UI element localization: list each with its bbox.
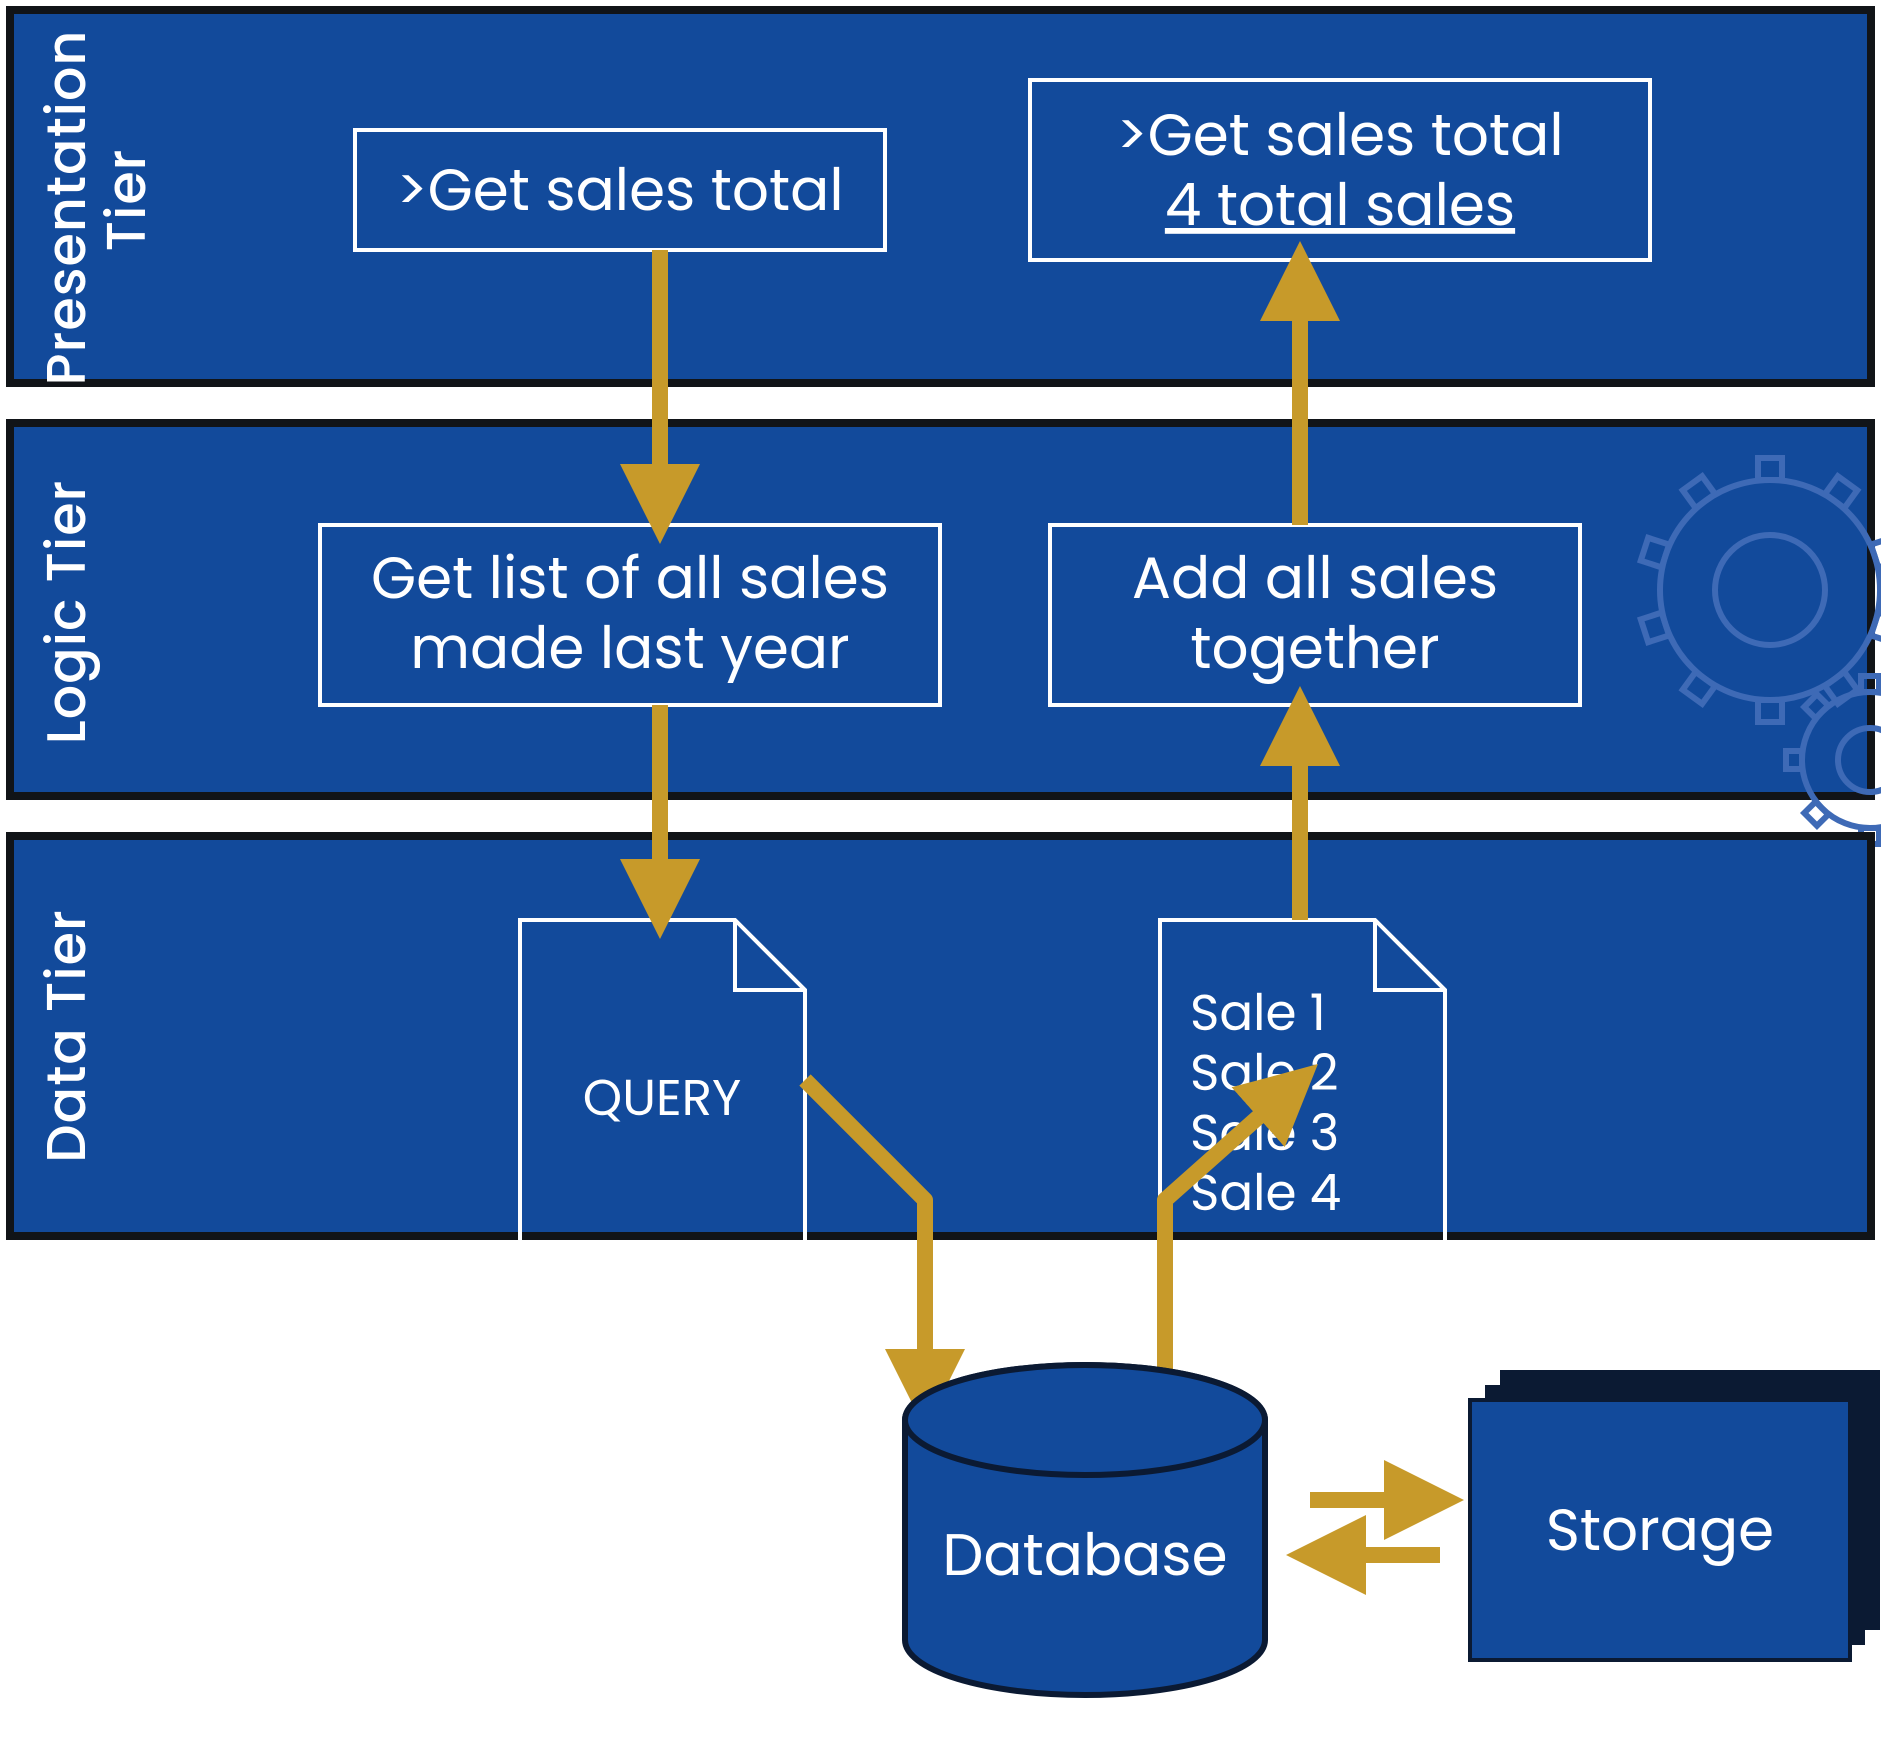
tier-logic: Logic Tier (10, 423, 1881, 844)
tier-label-logic: Logic Tier (28, 480, 104, 745)
svg-text:Data Tier: Data Tier (28, 909, 104, 1162)
logic-right-line1: Add all sales (1132, 538, 1498, 619)
database-icon: Database (905, 1365, 1265, 1695)
tier-data: Data Tier (10, 836, 1871, 1236)
presentation-output-line1: >Get sales total (1116, 95, 1563, 176)
logic-box-left: Get list of all sales made last year (320, 525, 940, 705)
tier-label-data: Data Tier (28, 909, 104, 1162)
query-document-label: QUERY (583, 1062, 741, 1133)
presentation-input-text: >Get sales total (396, 150, 843, 231)
storage-icon: Storage (1470, 1370, 1880, 1660)
logic-left-line2: made last year (410, 608, 849, 689)
three-tier-architecture-diagram: Presentation Tier Logic Tier (0, 0, 1881, 1756)
presentation-output-line2: 4 total sales (1165, 165, 1515, 246)
tier-presentation: Presentation Tier (10, 10, 1871, 385)
logic-left-line1: Get list of all sales (371, 538, 889, 619)
tier-label-presentation-line2: Tier (88, 149, 164, 252)
logic-right-line2: together (1190, 608, 1439, 689)
storage-label: Storage (1546, 1490, 1774, 1571)
database-label: Database (942, 1515, 1227, 1596)
svg-text:Logic Tier: Logic Tier (28, 480, 104, 745)
